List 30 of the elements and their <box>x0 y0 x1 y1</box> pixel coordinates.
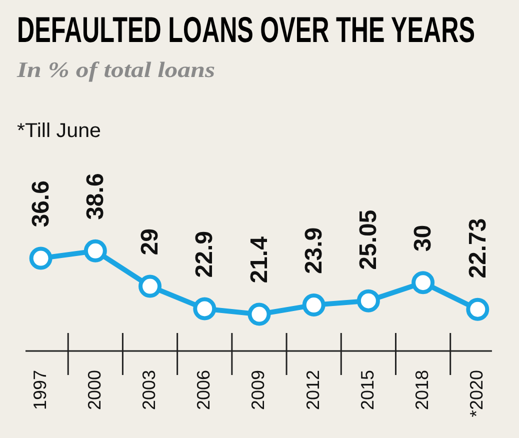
point <box>466 298 490 321</box>
point <box>356 289 380 312</box>
data-label: 36.6 <box>27 180 54 228</box>
point <box>29 246 52 270</box>
x-tick-label: 2009 <box>248 370 268 410</box>
point <box>248 302 271 326</box>
x-tick-label: 2006 <box>194 370 214 410</box>
chart-title: DEFAULTED LOANS OVER THE YEARS <box>17 8 475 52</box>
text: *Till June <box>17 119 101 144</box>
x-tick-label: 2003 <box>138 370 159 410</box>
data-label: 29 <box>136 228 164 256</box>
point <box>302 294 326 317</box>
x-tick-label: 2015 <box>357 370 378 410</box>
chart-subtitle: In % of total loans <box>17 56 215 84</box>
x-tick-label: 2018 <box>412 370 432 410</box>
data-label: 25.05 <box>355 210 382 270</box>
data-label: 21.4 <box>246 236 273 284</box>
point <box>84 239 107 262</box>
data-label: 22.73 <box>464 218 492 278</box>
data-label: 23.9 <box>300 227 328 274</box>
x-tick-label: 2000 <box>84 370 104 410</box>
x-tick-label: 1997 <box>30 370 50 410</box>
point <box>412 271 435 294</box>
point <box>138 274 162 298</box>
data-label: 38.6 <box>82 173 110 220</box>
x-tick-label: *2020 <box>466 370 487 418</box>
point <box>193 297 216 320</box>
data-label: 30 <box>410 224 437 252</box>
x-tick-label: 2012 <box>302 370 323 410</box>
data-label: 22.9 <box>191 231 218 278</box>
